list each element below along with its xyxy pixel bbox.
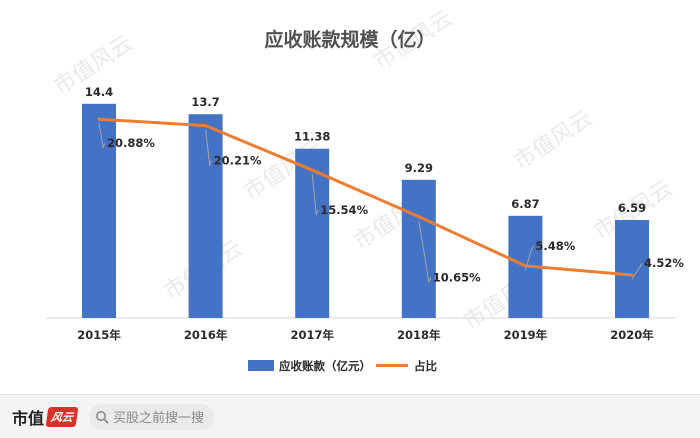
pct-value-label: 20.21%	[214, 154, 262, 168]
line-point	[204, 124, 208, 128]
pct-value-label: 5.48%	[535, 239, 575, 253]
pct-label-group: 20.88% 20.21% 15.54% 10.65% 5.48% 4.52%	[98, 123, 684, 285]
leader-line	[205, 129, 213, 167]
brand-name: 市值	[12, 408, 45, 428]
pct-value-label: 20.88%	[107, 136, 155, 150]
leader-line	[98, 123, 106, 149]
line-point	[630, 273, 634, 277]
leader-line	[631, 262, 643, 280]
chart-canvas: 市值风云市值风云市值风云市值风云市值风云市值风云市值风云市值风云 应收账款规模（…	[46, 6, 684, 373]
bar-series	[82, 103, 649, 319]
chart-panel: 市值风云市值风云市值风云市值风云市值风云市值风云市值风云市值风云 应收账款规模（…	[46, 6, 685, 373]
chart-title: 应收账款规模（亿）	[264, 28, 435, 51]
legend-label-line: 占比	[414, 359, 437, 373]
x-tick-label: 2019年	[504, 328, 548, 342]
bar	[188, 114, 223, 319]
leader-line	[524, 245, 534, 270]
footer-bar: 市值 风云 买股之前搜一搜	[0, 394, 700, 438]
bar-value-label: 11.38	[294, 130, 330, 144]
watermark-text: 市值风云	[510, 106, 597, 175]
search-placeholder: 买股之前搜一搜	[113, 411, 205, 426]
legend-swatch-bar	[248, 360, 274, 371]
line-point	[417, 215, 421, 219]
search-icon	[96, 410, 109, 424]
x-tick-group: 2015年 2016年 2017年 2018年 2019年 2020年	[77, 328, 654, 342]
leader-line	[418, 220, 432, 284]
brand-badge: 风云	[45, 406, 79, 427]
legend-label-bar: 应收账款（亿元）	[279, 359, 371, 373]
brand-logo[interactable]: 市值 风云	[12, 405, 79, 429]
x-tick-label: 2016年	[184, 328, 228, 342]
x-tick-label: 2017年	[290, 328, 334, 342]
x-tick-label: 2015年	[77, 328, 121, 342]
x-tick-label: 2018年	[397, 328, 441, 342]
line-point	[310, 168, 314, 172]
bar-value-label: 6.87	[511, 197, 539, 211]
line-path	[98, 117, 633, 277]
bar	[615, 219, 649, 318]
line-series	[97, 117, 634, 277]
leader-line	[311, 174, 319, 216]
watermark-layer: 市值风云市值风云市值风云市值风云市值风云市值风云市值风云市值风云	[50, 6, 677, 335]
bar-value-label: 14.4	[85, 85, 113, 99]
bar	[401, 179, 436, 318]
bar-label-group: 14.4 13.7 11.38 9.29 6.87 6.59	[85, 85, 646, 215]
search-input[interactable]: 买股之前搜一搜	[89, 403, 215, 430]
legend: 应收账款（亿元） 占比	[248, 359, 437, 373]
line-point	[97, 117, 101, 121]
bar-value-label: 6.59	[618, 201, 646, 215]
x-tick-label: 2020年	[610, 328, 654, 342]
pct-value-label: 10.65%	[433, 271, 481, 285]
bar-value-label: 9.29	[405, 161, 433, 175]
pct-value-label: 15.54%	[320, 203, 368, 217]
pct-value-label: 4.52%	[644, 256, 684, 270]
bar	[82, 103, 116, 318]
bar-value-label: 13.7	[191, 95, 219, 109]
